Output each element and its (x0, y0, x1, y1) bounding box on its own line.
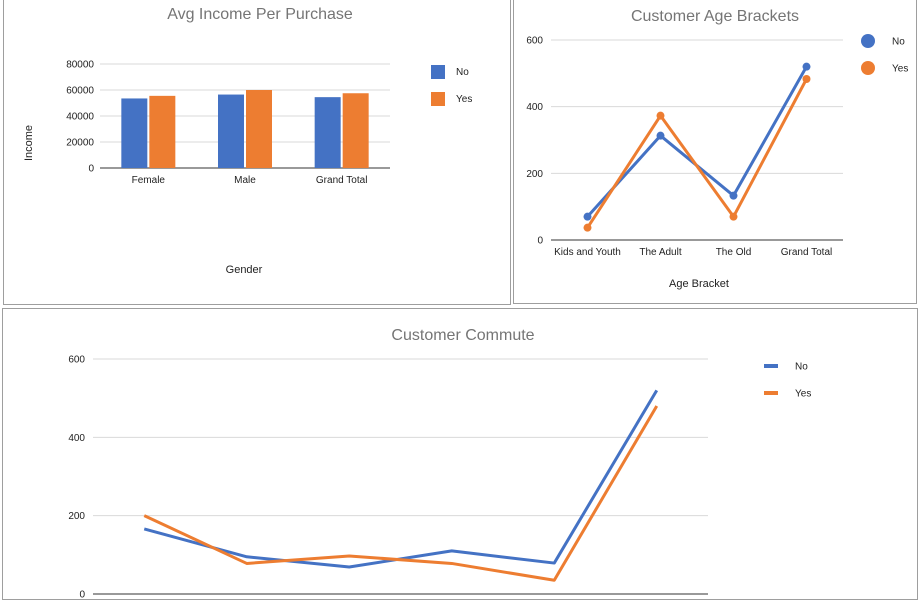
legend-swatch-no (764, 364, 778, 368)
y-tick-label: 0 (537, 236, 543, 247)
legend-swatch-yes (431, 92, 445, 106)
income-chart-panel: Avg Income Per Purchase 0 20000 40000 60000 8… (3, 0, 511, 305)
legend-swatch-yes (861, 61, 875, 75)
y-tick-label: 40000 (66, 112, 94, 123)
series-line-yes (586, 78, 808, 229)
point-no-kids-and-youth (583, 212, 592, 221)
point-yes-grand-total (802, 75, 811, 83)
y-tick-label: 200 (68, 511, 85, 522)
legend-label-no: No (795, 362, 808, 373)
y-tick-label: 600 (68, 355, 85, 366)
y-tick-label: 600 (526, 36, 543, 47)
point-no-the-old (729, 191, 738, 200)
y-tick-label: 200 (526, 169, 543, 180)
commute-line-chart: Customer Commute 0 200 400 600 No Yes (68, 327, 811, 601)
bar-yes-grand-total (342, 93, 369, 168)
x-tick-label: The Old (716, 247, 752, 258)
commute-chart-panel: Customer Commute 0 200 400 600 No Yes (2, 308, 918, 601)
age-chart-panel: Customer Age Brackets 0 200 400 600 Kids and … (513, 0, 917, 304)
y-axis-label: Income (23, 125, 35, 161)
bar-no-female (121, 98, 148, 168)
series-line-no (143, 389, 659, 569)
point-no-the-adult (656, 131, 665, 140)
legend-label-yes: Yes (456, 94, 472, 105)
legend-swatch-no (431, 65, 445, 79)
point-no-grand-total (802, 62, 811, 71)
y-tick-label: 400 (68, 433, 85, 444)
legend-label-yes: Yes (795, 389, 811, 400)
y-tick-label: 60000 (66, 86, 94, 97)
point-yes-the-adult (656, 111, 665, 120)
point-yes-the-old (729, 212, 738, 221)
point-yes-kids-and-youth (583, 223, 592, 232)
x-tick-label: Male (234, 175, 256, 186)
y-tick-label: 20000 (66, 138, 94, 149)
age-line-chart: Customer Age Brackets 0 200 400 600 Kids and … (526, 8, 908, 290)
y-tick-label: 0 (88, 164, 94, 175)
x-tick-label: Grand Total (781, 247, 833, 258)
legend-label-yes: Yes (892, 64, 908, 75)
chart-title: Customer Age Brackets (631, 8, 799, 25)
y-tick-label: 400 (526, 102, 543, 113)
bar-yes-female (149, 95, 176, 168)
x-tick-label: Female (132, 175, 166, 186)
x-axis-label: Age Bracket (669, 278, 729, 290)
legend-swatch-yes (764, 391, 778, 395)
x-axis-label: Gender (226, 264, 263, 276)
bar-yes-male (246, 90, 272, 168)
legend-label-no: No (892, 37, 905, 48)
chart-title: Customer Commute (391, 327, 534, 344)
bar-no-grand-total (314, 97, 341, 168)
chart-title: Avg Income Per Purchase (167, 6, 353, 23)
legend-swatch-no (861, 34, 875, 48)
bar-no-male (218, 94, 244, 168)
series-line-yes (143, 405, 659, 582)
x-tick-label: Grand Total (316, 175, 368, 186)
y-tick-label: 80000 (66, 60, 94, 71)
x-tick-label: The Adult (639, 247, 681, 258)
legend-label-no: No (456, 67, 469, 78)
income-bar-chart: Avg Income Per Purchase 0 20000 40000 60000 8… (23, 6, 472, 276)
x-tick-label: Kids and Youth (554, 247, 621, 258)
y-tick-label: 0 (79, 590, 85, 601)
